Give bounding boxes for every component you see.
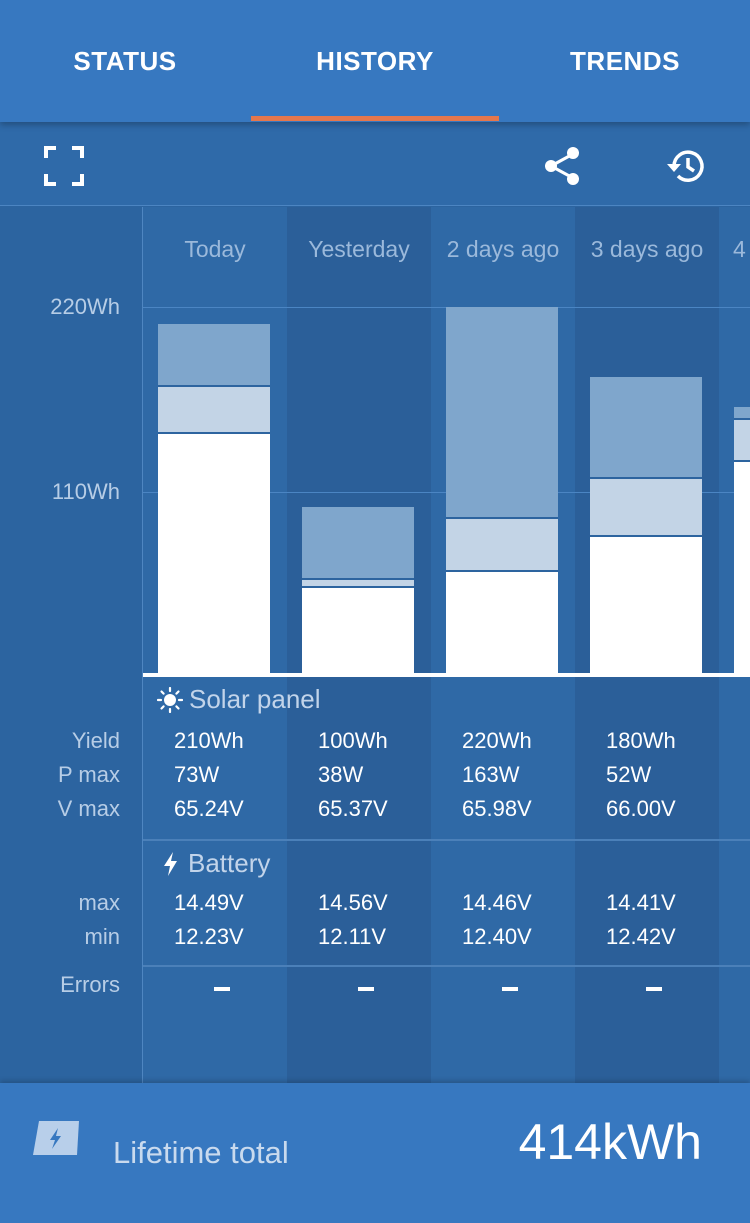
bar-segment-bottom — [446, 569, 558, 673]
pmax-value: 38W — [318, 762, 364, 787]
vmax-value: 65.98V — [462, 796, 532, 821]
toolbar — [0, 122, 750, 206]
battery-max-value: 14.46V — [462, 890, 532, 915]
pmax-value: 163W — [462, 762, 520, 787]
lifetime-total-value: 414kWh — [518, 1114, 702, 1170]
battery-min-value: 12.11V — [318, 924, 387, 949]
yield-value: 180Wh — [606, 728, 676, 753]
battery-max-value: 14.49V — [174, 890, 244, 915]
bar-segment-bottom — [590, 534, 702, 673]
section-divider — [143, 965, 750, 967]
vmax-value: 65.24V — [174, 796, 244, 821]
battery-max-label: max — [78, 890, 120, 915]
bar-segment-top — [158, 323, 270, 386]
bar-segment-bottom — [302, 586, 414, 673]
battery-max-value: 14.56V — [318, 890, 388, 915]
solar-section-label: Solar panel — [189, 684, 321, 714]
lifetime-total-label: Lifetime total — [113, 1135, 289, 1170]
share-icon[interactable] — [542, 146, 582, 186]
bar-segment-middle — [158, 385, 270, 432]
section-divider — [143, 839, 750, 841]
battery-min-label: min — [84, 924, 120, 949]
lightning-icon — [164, 851, 177, 876]
tab-status[interactable]: STATUS — [73, 45, 177, 76]
yield-value: 210Wh — [174, 728, 244, 753]
y-tick-label: 110Wh — [51, 479, 120, 504]
bar-segment-top — [734, 406, 750, 419]
bar-segment-middle — [734, 418, 750, 461]
error-dash — [502, 987, 518, 991]
battery-section-label: Battery — [188, 848, 271, 878]
solar-panel-icon — [33, 1121, 79, 1155]
error-dash — [646, 987, 662, 991]
fullscreen-icon[interactable] — [44, 146, 84, 186]
bar-segment-top — [446, 307, 558, 517]
column-header-3-days-ago: 3 days ago — [590, 236, 704, 262]
lifetime-total-bar: Lifetime total 414kWh — [0, 1083, 750, 1223]
yield-value: 220Wh — [462, 728, 532, 753]
pmax-label: P max — [58, 762, 120, 787]
column-header-yesterday: Yesterday — [308, 236, 410, 262]
sun-icon — [157, 686, 183, 713]
yield-value: 100Wh — [318, 728, 388, 753]
bar-segment-middle — [590, 476, 702, 535]
chart-baseline — [143, 673, 750, 677]
battery-section-title: Battery — [160, 848, 270, 879]
column-header-2-days-ago: 2 days ago — [446, 236, 560, 262]
vmax-label: V max — [57, 796, 120, 821]
row-label-column — [0, 207, 143, 1083]
vmax-value: 66.00V — [606, 796, 676, 821]
tab-trends[interactable]: TRENDS — [570, 45, 680, 76]
battery-max-value: 14.41V — [606, 890, 676, 915]
battery-min-value: 12.40V — [462, 924, 532, 949]
tab-bar: STATUS HISTORY TRENDS — [0, 0, 750, 122]
bar-segment-top — [302, 506, 414, 579]
yield-label: Yield — [71, 728, 120, 753]
bar-segment-middle — [302, 578, 414, 587]
pmax-value: 52W — [606, 762, 652, 787]
bar-segment-top — [590, 376, 702, 477]
solar-section-title: Solar panel — [157, 684, 321, 715]
bar-segment-bottom — [734, 460, 750, 673]
error-dash — [358, 987, 374, 991]
active-tab-indicator — [251, 116, 499, 121]
tab-history[interactable]: HISTORY — [316, 45, 434, 76]
pmax-value: 73W — [174, 762, 220, 787]
errors-label: Errors — [60, 972, 120, 997]
bar-segment-middle — [446, 516, 558, 570]
column-header-4-days-ago: 4 — [733, 236, 746, 262]
column-header-today: Today — [184, 236, 246, 262]
vmax-value: 65.37V — [318, 796, 388, 821]
y-tick-label: 220Wh — [50, 294, 120, 319]
battery-min-value: 12.23V — [174, 924, 244, 949]
bar-segment-bottom — [158, 431, 270, 673]
error-dash — [214, 987, 230, 991]
history-icon[interactable] — [664, 146, 704, 186]
battery-min-value: 12.42V — [606, 924, 676, 949]
